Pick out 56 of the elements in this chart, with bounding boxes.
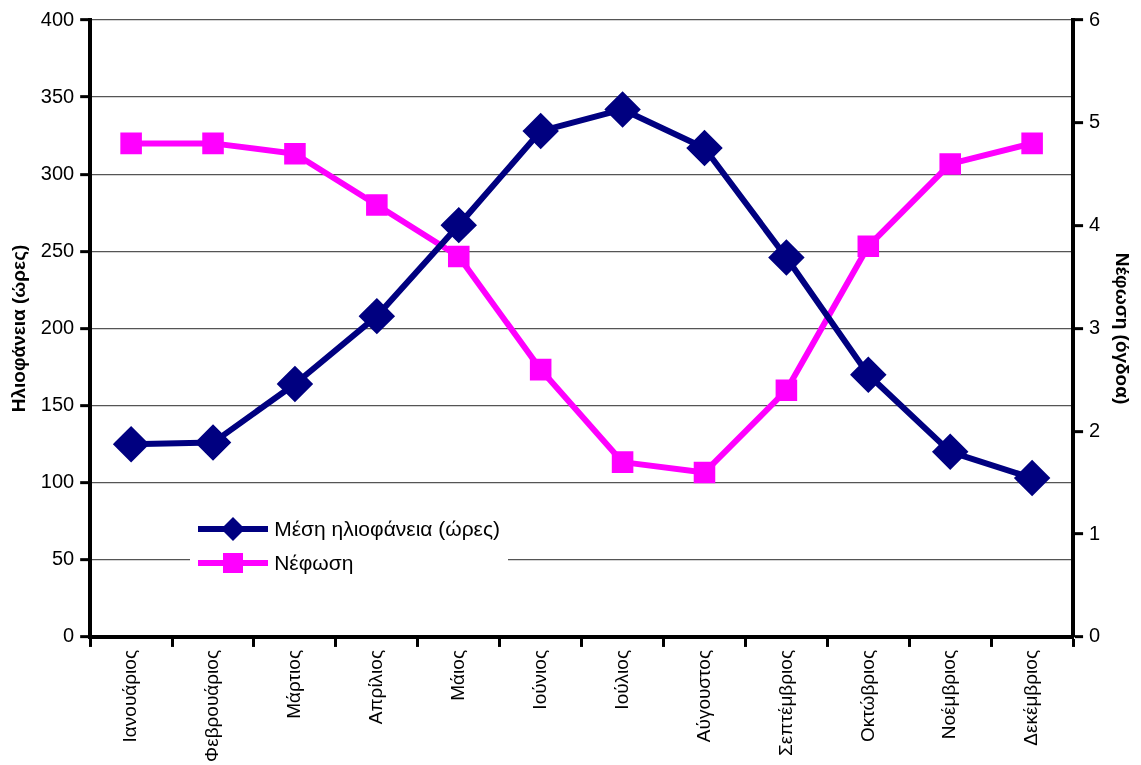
y-tick-label: 0 [63, 624, 75, 647]
point [775, 379, 798, 401]
point [523, 114, 558, 149]
y-tick-label: 300 [40, 161, 75, 184]
y-tick-label: 400 [40, 7, 75, 30]
y2-tick-label: 3 [1089, 315, 1101, 338]
x-tick-label: Ιούλιος [610, 649, 632, 710]
point [857, 235, 880, 257]
x-tick-label: Νοέμβριος [938, 649, 960, 740]
legend-label: Νέφωση [274, 550, 354, 575]
y2-tick-label: 5 [1089, 110, 1101, 133]
y-tick-label: 350 [40, 84, 75, 107]
point [447, 245, 470, 268]
y2-tick-label: 2 [1089, 418, 1101, 441]
y2-tick-label: 0 [1089, 624, 1101, 647]
point [851, 357, 886, 392]
point [611, 451, 634, 473]
point [284, 142, 306, 165]
y-tick-label: 50 [51, 547, 75, 570]
point [441, 208, 476, 243]
x-tick-label: Σεπτέμβριος [774, 649, 796, 756]
y-tick-label: 250 [40, 238, 75, 261]
x-tick-label: Μάιος [446, 649, 468, 701]
y-tick-label: 150 [40, 393, 75, 416]
x-tick-label: Ιανουάριος [119, 649, 141, 743]
y2-tick-label: 4 [1089, 213, 1101, 236]
x-tick-label: Απρίλιος [365, 649, 387, 725]
point [366, 194, 388, 216]
point [529, 358, 552, 381]
legend-label: Μέση ηλιοφάνεια (ώρες) [274, 516, 501, 541]
y2-axis-title: Νέφωση (όγδοα) [1112, 252, 1134, 405]
x-tick-label: Αύγουστος [692, 649, 714, 743]
y-axis-title: Ηλιοφάνεια (ώρες) [7, 244, 29, 413]
point [359, 299, 394, 334]
point [120, 132, 142, 155]
x-tick-label: Φεβρουάριος [201, 649, 223, 762]
point [114, 427, 149, 462]
point [196, 425, 231, 460]
x-tick-label: Δεκέμβριος [1020, 649, 1042, 746]
y2-tick-label: 1 [1089, 521, 1101, 544]
point [769, 240, 804, 275]
point [1015, 461, 1050, 496]
point [939, 153, 961, 175]
x-tick-label: Μάρτιος [283, 649, 305, 719]
x-tick-label: Ιούνιος [528, 649, 550, 710]
point [202, 132, 224, 155]
point [1021, 132, 1043, 155]
point [687, 131, 722, 166]
point [693, 461, 716, 484]
y-tick-label: 200 [40, 315, 75, 338]
point [605, 92, 640, 127]
point [277, 366, 312, 401]
y-tick-label: 100 [40, 470, 75, 493]
y2-tick-label: 6 [1089, 7, 1101, 30]
point [933, 434, 968, 469]
x-tick-label: Οκτώβριος [856, 649, 878, 742]
